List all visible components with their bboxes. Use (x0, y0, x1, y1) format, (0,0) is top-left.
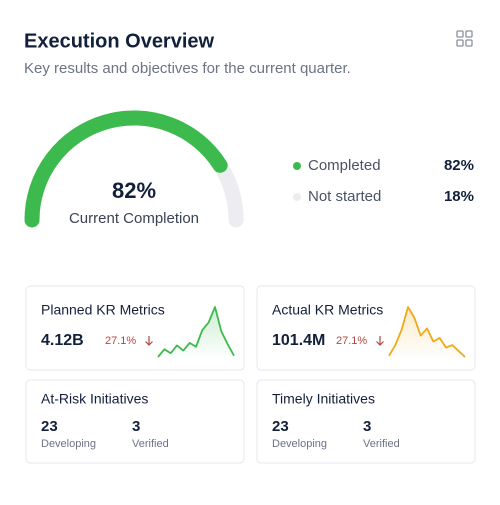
sparkline (388, 306, 466, 358)
card-value: 101.4M (272, 332, 325, 349)
card-change: 27.1% (105, 335, 136, 347)
legend-dot (293, 193, 301, 201)
stat-value: 23 (272, 418, 289, 435)
stat-label: Verified (132, 438, 169, 450)
gauge-value: 82% (112, 178, 156, 203)
grid-icon[interactable] (456, 30, 473, 47)
down-arrow (145, 336, 153, 346)
legend-label: Completed (308, 157, 381, 174)
subtitle: Key results and objectives for the curre… (24, 60, 351, 77)
card-title: Timely Initiatives (272, 391, 375, 407)
gauge-arc (24, 110, 228, 228)
legend-value: 82% (444, 157, 474, 174)
stat-label: Developing (272, 438, 327, 450)
card-change: 27.1% (336, 335, 367, 347)
sparkline-area (389, 307, 465, 360)
stat-value: 3 (132, 418, 140, 435)
stat-value: 3 (363, 418, 371, 435)
card-title: Actual KR Metrics (272, 302, 383, 318)
card-title: At-Risk Initiatives (41, 391, 148, 407)
sparkline (157, 306, 235, 358)
stat-value: 23 (41, 418, 58, 435)
title: Execution Overview (24, 30, 215, 52)
legend-dot (293, 162, 301, 170)
gauge-caption: Current Completion (69, 210, 199, 227)
legend-value: 18% (444, 188, 474, 205)
card-title: Planned KR Metrics (41, 302, 165, 318)
down-arrow (376, 336, 384, 346)
stat-label: Developing (41, 438, 96, 450)
legend-label: Not started (308, 188, 381, 205)
stat-label: Verified (363, 438, 400, 450)
card-value: 4.12B (41, 332, 84, 349)
